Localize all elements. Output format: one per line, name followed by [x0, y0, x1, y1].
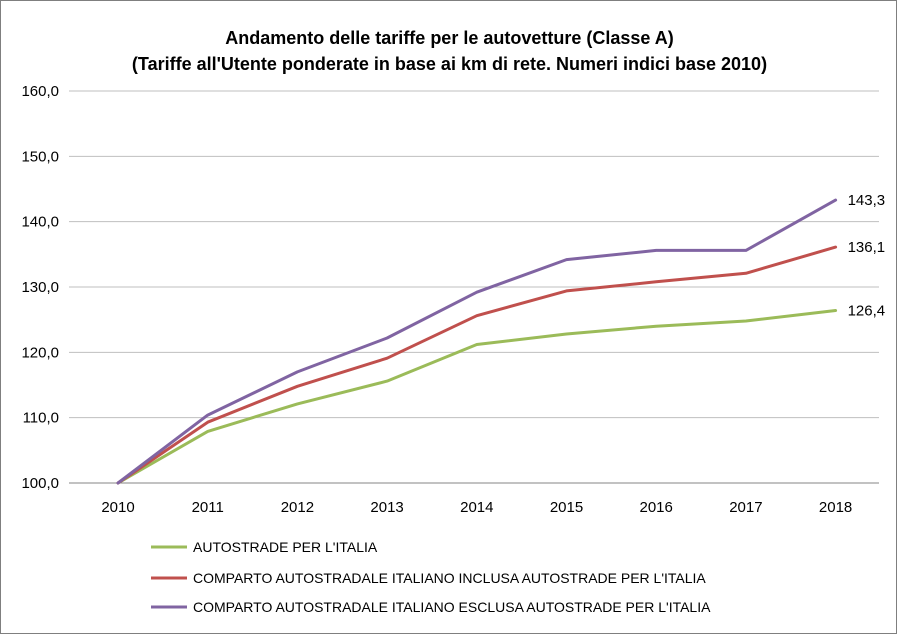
- data-label: 136,1: [848, 239, 886, 256]
- x-tick-label: 2015: [550, 499, 583, 516]
- legend-label: COMPARTO AUTOSTRADALE ITALIANO ESCLUSA A…: [193, 599, 711, 615]
- series-line-2: [116, 245, 838, 485]
- y-tick-label: 140,0: [21, 214, 59, 231]
- chart-title: Andamento delle tariffe per le autovettu…: [225, 28, 674, 48]
- legend-label: COMPARTO AUTOSTRADALE ITALIANO INCLUSA A…: [193, 570, 706, 586]
- x-tick-label: 2013: [370, 499, 403, 516]
- series-line-3: [116, 198, 838, 485]
- y-tick-label: 110,0: [23, 410, 59, 427]
- legend-label: AUTOSTRADE PER L'ITALIA: [193, 539, 378, 555]
- data-label: 143,3: [848, 192, 886, 209]
- series-line-1: [116, 309, 838, 485]
- x-tick-label: 2011: [192, 499, 224, 516]
- x-tick-label: 2010: [101, 499, 134, 516]
- y-tick-label: 120,0: [21, 344, 59, 361]
- x-tick-label: 2018: [819, 499, 852, 516]
- y-tick-label: 130,0: [21, 279, 59, 296]
- data-label: 126,4: [848, 303, 886, 320]
- y-tick-label: 150,0: [21, 148, 59, 165]
- chart-subtitle: (Tariffe all'Utente ponderate in base ai…: [131, 54, 768, 74]
- x-tick-label: 2014: [460, 499, 493, 516]
- x-tick-label: 2017: [729, 499, 762, 516]
- x-tick-label: 2012: [281, 499, 314, 516]
- y-tick-label: 100,0: [21, 475, 59, 492]
- y-tick-label: 160,0: [21, 83, 59, 100]
- x-tick-label: 2016: [640, 499, 673, 516]
